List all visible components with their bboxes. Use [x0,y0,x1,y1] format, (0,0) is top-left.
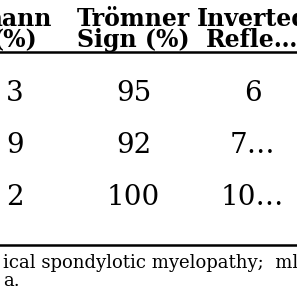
Text: 9: 9 [6,132,24,159]
Text: (%): (%) [0,28,37,52]
Text: 7…: 7… [230,132,275,159]
Text: Inverted: Inverted [197,7,297,31]
Text: ical spondylotic myelopathy;  ml…: ical spondylotic myelopathy; ml… [3,254,297,272]
Text: 3: 3 [6,80,24,107]
Text: 92: 92 [116,132,151,159]
Text: 100: 100 [107,184,160,211]
Text: mann: mann [0,7,52,31]
Text: 10…: 10… [221,184,284,211]
Text: a.: a. [3,272,20,290]
Text: Refle…: Refle… [206,28,297,52]
Text: 6: 6 [244,80,261,107]
Text: Sign (%): Sign (%) [77,28,190,52]
Text: Trömner: Trömner [77,7,190,31]
Text: 95: 95 [116,80,151,107]
Text: 2: 2 [6,184,24,211]
